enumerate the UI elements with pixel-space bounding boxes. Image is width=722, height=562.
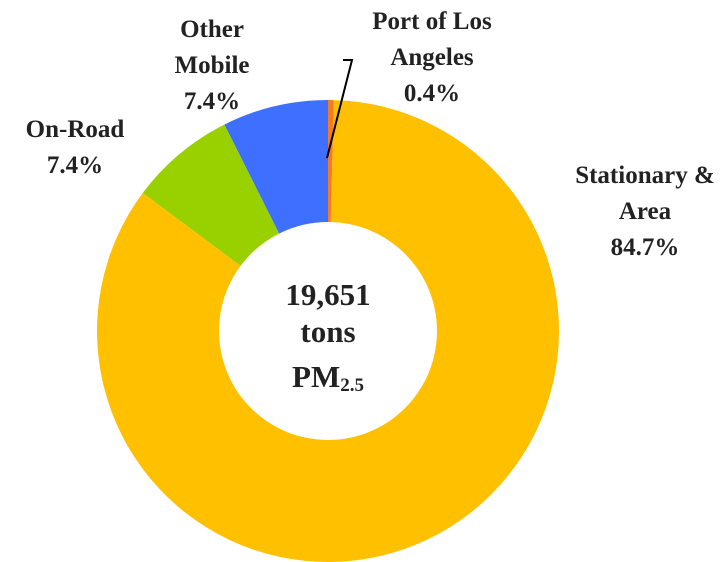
center-unit: tons — [300, 314, 355, 349]
center-pollutant: PM2.5 — [292, 359, 364, 396]
slice-label: On-Road 7.4% — [20, 112, 130, 184]
slice-label: Port of Los Angeles 0.4% — [347, 4, 517, 112]
donut-slice — [142, 124, 280, 266]
leader-line — [326, 59, 354, 159]
donut-slice — [97, 100, 559, 562]
category-name: Other Mobile — [174, 16, 250, 79]
slice-label: Other Mobile 7.4% — [162, 12, 262, 120]
category-name: Port of Los Angeles — [372, 8, 492, 71]
center-total: 19,651 — [285, 277, 370, 312]
donut-slice — [224, 100, 328, 234]
pollutant-subscript: 2.5 — [340, 375, 364, 396]
percent-label: 7.4% — [183, 88, 241, 115]
category-name: Stationary & Area — [575, 162, 715, 225]
percent-label: 84.7% — [610, 234, 680, 261]
slice-label: Stationary & Area 84.7% — [565, 158, 722, 266]
percent-label: 7.4% — [46, 152, 104, 179]
category-name: On-Road — [25, 116, 125, 143]
pollutant: PM — [292, 359, 340, 394]
percent-label: 0.4% — [403, 80, 461, 107]
donut-slice — [328, 100, 334, 223]
